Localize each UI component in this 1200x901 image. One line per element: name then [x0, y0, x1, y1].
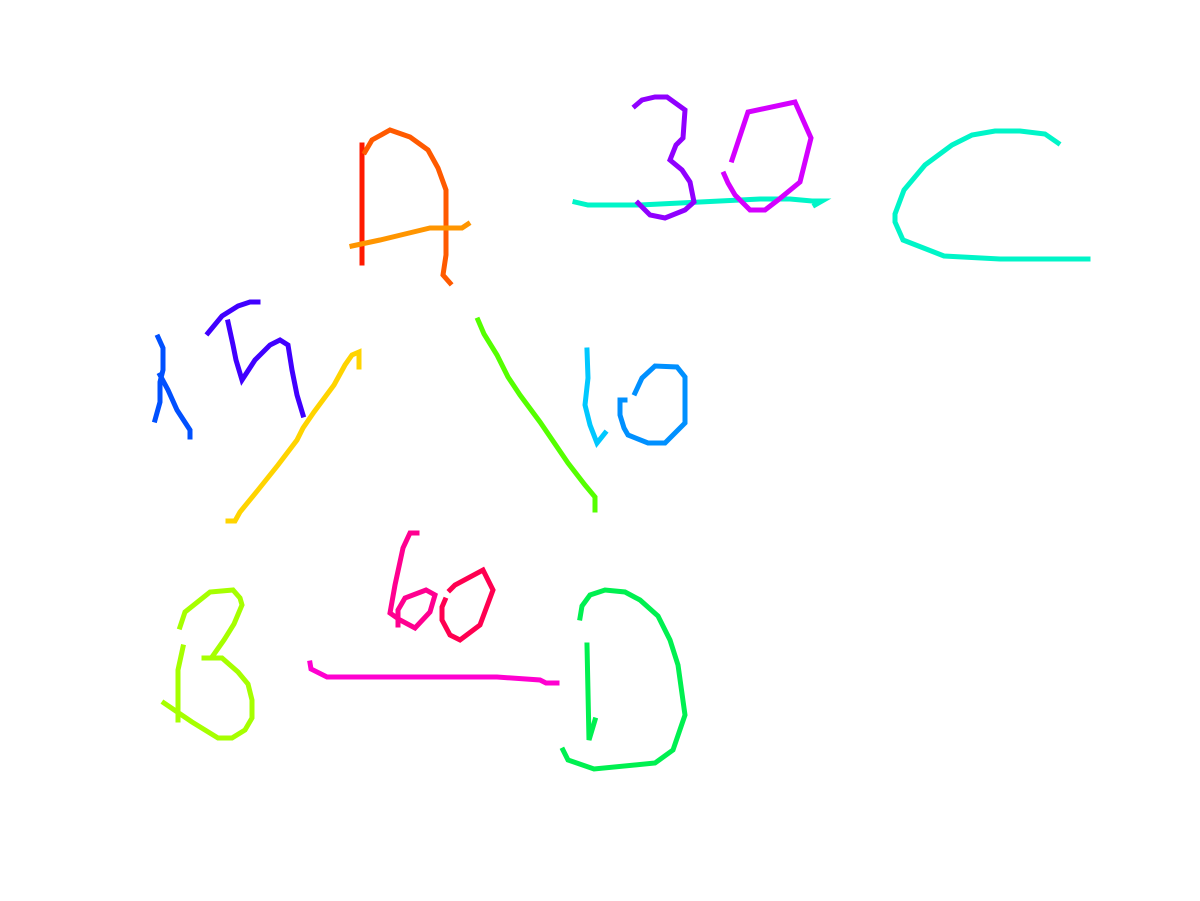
- weight-label-30: [631, 94, 814, 221]
- edge-b-d: [307, 660, 560, 686]
- node-a-arc: [361, 127, 454, 287]
- weight-label-10: [582, 347, 688, 448]
- node-c: [892, 128, 1091, 262]
- node-b: [160, 587, 255, 741]
- node-d-stem: [584, 642, 599, 741]
- weight-15-digit-one: [151, 333, 193, 440]
- node-c-letter: [892, 128, 1091, 262]
- weight-10-digit-one: [582, 347, 609, 448]
- weight-label-15: [151, 299, 307, 440]
- weight-60-digit-six: [387, 530, 438, 632]
- edge-a-d: [474, 316, 598, 513]
- node-d-curve: [559, 587, 688, 772]
- node-b-bottom-bowl: [160, 655, 255, 741]
- node-b-top-bowl: [176, 587, 245, 661]
- weight-60-digit-zero: [439, 566, 496, 643]
- node-b-stem: [175, 644, 186, 723]
- weight-label-60: [387, 530, 496, 643]
- weight-30-digit-zero: [720, 99, 814, 213]
- node-a: [349, 127, 472, 287]
- node-d: [559, 587, 688, 772]
- node-a-crossbar: [349, 220, 472, 249]
- edge-a-c: [572, 196, 832, 209]
- weight-10-digit-zero: [617, 363, 688, 446]
- edge-a-b: [225, 348, 362, 524]
- weight-15-digit-five: [204, 299, 307, 419]
- weight-30-digit-three: [631, 94, 697, 221]
